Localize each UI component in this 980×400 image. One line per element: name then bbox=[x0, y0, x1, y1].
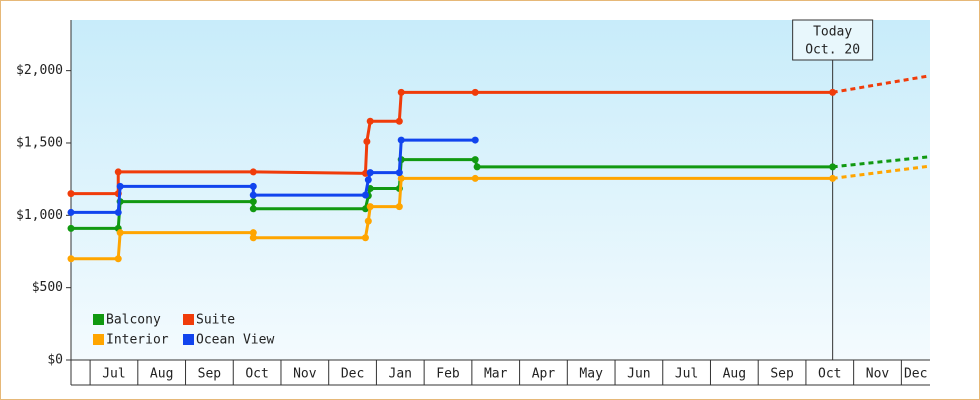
data-point bbox=[364, 176, 372, 184]
data-point bbox=[471, 136, 479, 144]
data-point bbox=[471, 88, 479, 96]
legend-label: Suite bbox=[196, 313, 235, 328]
data-point bbox=[114, 208, 122, 216]
forecast-line bbox=[832, 155, 931, 169]
series-line bbox=[71, 176, 833, 261]
x-tick-label: Jun bbox=[627, 367, 650, 382]
x-tick-label: Aug bbox=[150, 367, 173, 382]
legend-swatch bbox=[93, 334, 104, 345]
data-point bbox=[397, 174, 405, 182]
data-point bbox=[249, 205, 257, 213]
x-tick-label: Apr bbox=[532, 367, 556, 382]
x-tick-label: Nov bbox=[866, 367, 890, 382]
data-point bbox=[114, 255, 122, 263]
data-point bbox=[67, 224, 75, 232]
y-tick-label: $2,000 bbox=[16, 63, 63, 78]
data-point bbox=[829, 163, 837, 171]
x-tick-label: Mar bbox=[484, 367, 508, 382]
forecast-line bbox=[832, 164, 931, 180]
x-tick-label: Oct bbox=[818, 367, 841, 382]
legend-swatch bbox=[93, 314, 104, 325]
x-tick-label: Sep bbox=[198, 367, 222, 382]
data-point bbox=[366, 117, 374, 125]
data-point bbox=[395, 169, 403, 177]
data-point bbox=[67, 190, 75, 198]
x-tick-label: Dec bbox=[904, 367, 927, 382]
data-point bbox=[473, 163, 481, 171]
x-tick-label: Jan bbox=[389, 367, 412, 382]
y-tick-label: $500 bbox=[32, 280, 63, 295]
data-point bbox=[249, 182, 257, 190]
data-point bbox=[249, 229, 257, 237]
data-point bbox=[114, 168, 122, 176]
data-point bbox=[471, 174, 479, 182]
data-point bbox=[249, 168, 257, 176]
x-tick-label: Jul bbox=[675, 367, 698, 382]
data-point bbox=[395, 117, 403, 125]
x-tick-label: Nov bbox=[293, 367, 317, 382]
legend-label: Ocean View bbox=[196, 333, 274, 348]
data-point bbox=[366, 203, 374, 211]
y-tick-label: $1,000 bbox=[16, 208, 63, 223]
y-tick-label: $0 bbox=[47, 353, 63, 368]
data-point bbox=[249, 198, 257, 206]
x-tick-label: Feb bbox=[436, 367, 460, 382]
data-point bbox=[397, 88, 405, 96]
x-tick-label: May bbox=[579, 367, 603, 382]
today-label: Today bbox=[813, 25, 852, 40]
data-point bbox=[361, 191, 369, 199]
x-tick-label: Oct bbox=[245, 367, 268, 382]
data-point bbox=[829, 174, 837, 182]
forecast-line bbox=[832, 74, 931, 94]
data-point bbox=[361, 234, 369, 242]
legend-swatch bbox=[183, 314, 194, 325]
x-tick-label: Dec bbox=[341, 367, 364, 382]
legend-label: Balcony bbox=[106, 313, 161, 328]
plot-area bbox=[71, 20, 930, 360]
today-date: Oct. 20 bbox=[805, 43, 860, 58]
data-point bbox=[67, 208, 75, 216]
data-point bbox=[366, 169, 374, 177]
x-tick-label: Jul bbox=[102, 367, 125, 382]
data-point bbox=[397, 136, 405, 144]
data-point bbox=[395, 203, 403, 211]
data-point bbox=[249, 191, 257, 199]
data-point bbox=[116, 229, 124, 237]
legend-label: Interior bbox=[106, 333, 169, 348]
data-point bbox=[363, 138, 371, 146]
data-point bbox=[471, 156, 479, 164]
today-box bbox=[792, 19, 874, 61]
data-point bbox=[829, 88, 837, 96]
x-tick-label: Aug bbox=[723, 367, 746, 382]
data-point bbox=[67, 255, 75, 263]
x-tick-label: Sep bbox=[770, 367, 794, 382]
data-point bbox=[249, 234, 257, 242]
y-tick-label: $1,500 bbox=[16, 135, 63, 150]
data-point bbox=[116, 182, 124, 190]
legend-swatch bbox=[183, 334, 194, 345]
data-point bbox=[364, 217, 372, 225]
